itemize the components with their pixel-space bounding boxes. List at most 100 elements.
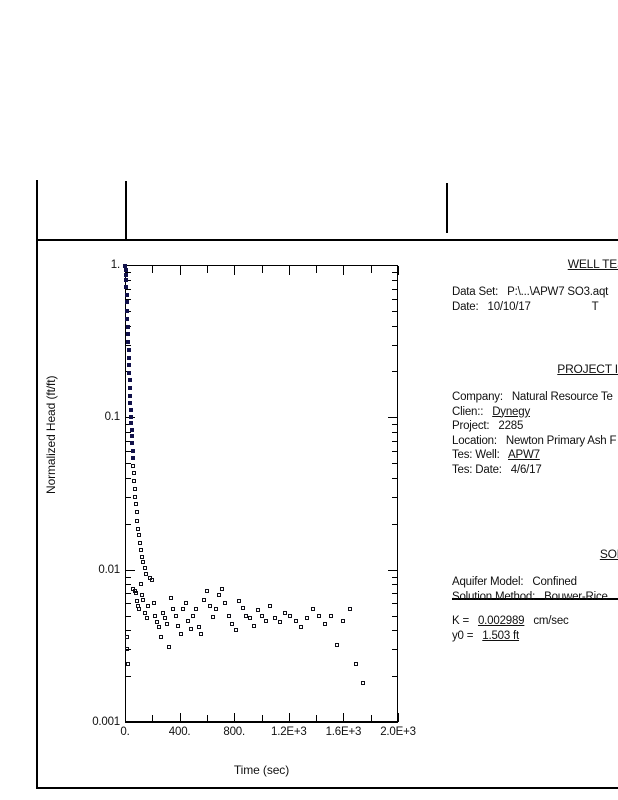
y-minor-tick [126, 432, 131, 434]
solution-method-label: Solution Method: [452, 590, 536, 603]
data-point [151, 601, 156, 606]
data-point [125, 325, 130, 330]
data-point [293, 619, 298, 624]
company-value: Natural Resource Te [511, 391, 613, 403]
y-tick-label: 1. [110, 259, 120, 271]
data-point [159, 635, 164, 640]
data-point [354, 662, 359, 667]
plot-axis-left [125, 265, 126, 722]
data-point [125, 308, 130, 313]
data-point [240, 606, 245, 611]
data-point [123, 267, 128, 272]
data-point [144, 616, 149, 621]
data-point [237, 599, 242, 604]
data-point [138, 547, 143, 552]
solution-heading: SOLUTI [599, 547, 618, 561]
y-tick-right [388, 417, 397, 419]
data-point [142, 566, 147, 571]
data-point [248, 616, 253, 621]
y0-row: y0 = 1.503 ft [452, 630, 618, 643]
data-point [128, 407, 133, 412]
x-tick [179, 713, 181, 722]
data-point [135, 526, 140, 531]
data-point [264, 619, 269, 624]
frame-divider-left [125, 181, 127, 240]
data-point [273, 616, 278, 621]
project-value: 2285 [498, 420, 524, 432]
data-point [196, 625, 201, 630]
y-minor-tick [126, 288, 131, 290]
x-minor-tick [370, 715, 372, 722]
data-point [244, 613, 249, 618]
k-units: cm/sec [533, 615, 569, 627]
test-date-value: 4/6/17 [510, 463, 542, 476]
plot-axis-top [125, 265, 398, 266]
normalized-head-vs-time-plot: 0. 400. 800. 1.2E+3 1.6E+3 2.0E+3 1. 0.1 0.01 0.0… [92, 259, 416, 738]
data-point [136, 532, 141, 537]
y-minor-tick [126, 584, 131, 586]
location-label: Location: [452, 434, 497, 447]
data-point [304, 616, 309, 621]
data-point [252, 623, 257, 628]
y-minor-tick [126, 576, 131, 578]
y-minor-tick [126, 496, 131, 498]
data-point [134, 599, 139, 604]
data-point [127, 386, 132, 391]
data-point [126, 662, 131, 667]
y-tick [126, 722, 135, 723]
data-point [193, 607, 198, 612]
data-point [125, 647, 130, 652]
x-minor-tick [316, 715, 318, 722]
data-point [217, 593, 222, 598]
data-point [124, 277, 129, 282]
data-point [316, 613, 321, 618]
data-point [211, 614, 216, 619]
data-point [160, 610, 165, 615]
frame-header-rule [36, 239, 618, 241]
data-point [126, 332, 130, 337]
data-point [176, 623, 181, 628]
solution-separator [452, 598, 618, 600]
y-minor-tick-right [392, 496, 397, 498]
x-tick-label: 400. [168, 726, 191, 738]
data-point [268, 603, 273, 608]
data-point [191, 613, 196, 618]
data-point [128, 394, 133, 399]
y-minor-tick-right [392, 325, 397, 327]
data-point [141, 598, 146, 603]
y-minor-tick-right [392, 424, 397, 426]
aquifer-model-row: Aquifer Model: Confined [452, 576, 618, 589]
y-minor-tick [126, 451, 131, 453]
y-minor-tick [126, 440, 131, 442]
data-set-row: Data Set: P:\...\APW7 SO3.aqt [452, 286, 618, 299]
x-tick [288, 713, 290, 722]
data-point [132, 486, 137, 491]
data-point [178, 631, 183, 636]
data-point [183, 601, 188, 606]
data-point [128, 400, 133, 405]
client-row: Clien:: Dynegy [452, 406, 618, 419]
location-value: Newton Primary Ash F [505, 434, 617, 447]
data-point [129, 420, 134, 425]
y-minor-tick [126, 298, 131, 300]
data-point [124, 292, 129, 297]
data-point [347, 607, 352, 612]
data-point [199, 631, 204, 636]
y-minor-tick [126, 523, 131, 525]
data-point [127, 371, 132, 376]
data-point [155, 620, 160, 625]
y-minor-tick-right [392, 523, 397, 525]
data-point [141, 560, 146, 565]
date-row: Date: 10/10/17 T [452, 301, 618, 314]
hydraulic-conductivity-row: K = 0.002989 cm/sec [452, 615, 618, 628]
solution-method-value: Bouwer-Rice [544, 590, 608, 603]
data-point [223, 601, 228, 606]
data-point [131, 463, 136, 468]
data-point [282, 610, 287, 615]
y-minor-tick-right [392, 279, 397, 281]
data-point [299, 625, 304, 630]
aquifer-model-value: Confined [532, 576, 577, 588]
y-minor-tick [126, 676, 131, 678]
x-minor-tick [152, 715, 154, 722]
